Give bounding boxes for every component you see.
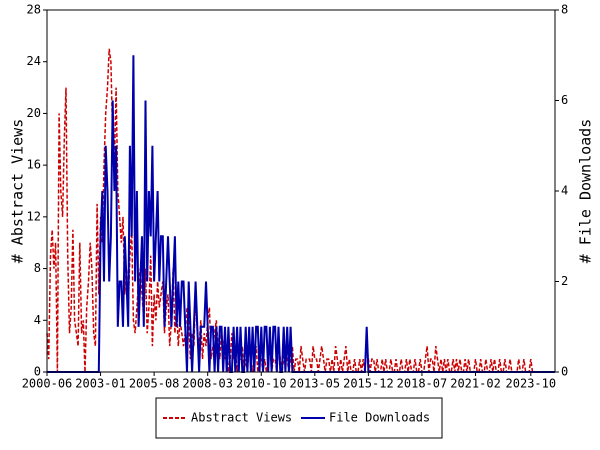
y2-tick-label: 2 <box>561 274 568 288</box>
x-tick-label: 2005-08 <box>129 377 180 391</box>
plot-frame <box>46 9 556 373</box>
y2-tick-label: 8 <box>561 3 568 17</box>
x-tick-label: 2013-05 <box>290 377 341 391</box>
y-tick-label: 16 <box>27 158 41 172</box>
x-tick-label: 2000-06 <box>22 377 73 391</box>
y2-axis-title: # File Downloads <box>577 119 595 264</box>
x-tick-label: 2021-02 <box>450 377 501 391</box>
x-tick-label: 2010-10 <box>236 377 287 391</box>
x-tick-label: 2015-12 <box>343 377 394 391</box>
x-tick-label: 2023-10 <box>506 377 557 391</box>
x-tick-label: 2008-03 <box>182 377 233 391</box>
y2-tick-label: 6 <box>561 93 568 107</box>
y-tick-label: 0 <box>34 365 41 379</box>
y2-tick-label: 0 <box>561 365 568 379</box>
y-tick-label: 28 <box>27 3 41 17</box>
y-tick-label: 20 <box>27 106 41 120</box>
y-tick-label: 24 <box>27 54 41 68</box>
legend-label: File Downloads <box>329 411 430 425</box>
legend <box>155 397 443 439</box>
y-axis-title: # Abstract Views <box>9 119 27 264</box>
x-tick-label: 2003-01 <box>75 377 126 391</box>
y-tick-label: 12 <box>27 209 41 223</box>
y2-tick-label: 4 <box>561 184 568 198</box>
y-tick-label: 8 <box>34 261 41 275</box>
x-tick-label: 2018-07 <box>397 377 448 391</box>
legend-label: Abstract Views <box>191 411 292 425</box>
y-tick-label: 4 <box>34 313 41 327</box>
